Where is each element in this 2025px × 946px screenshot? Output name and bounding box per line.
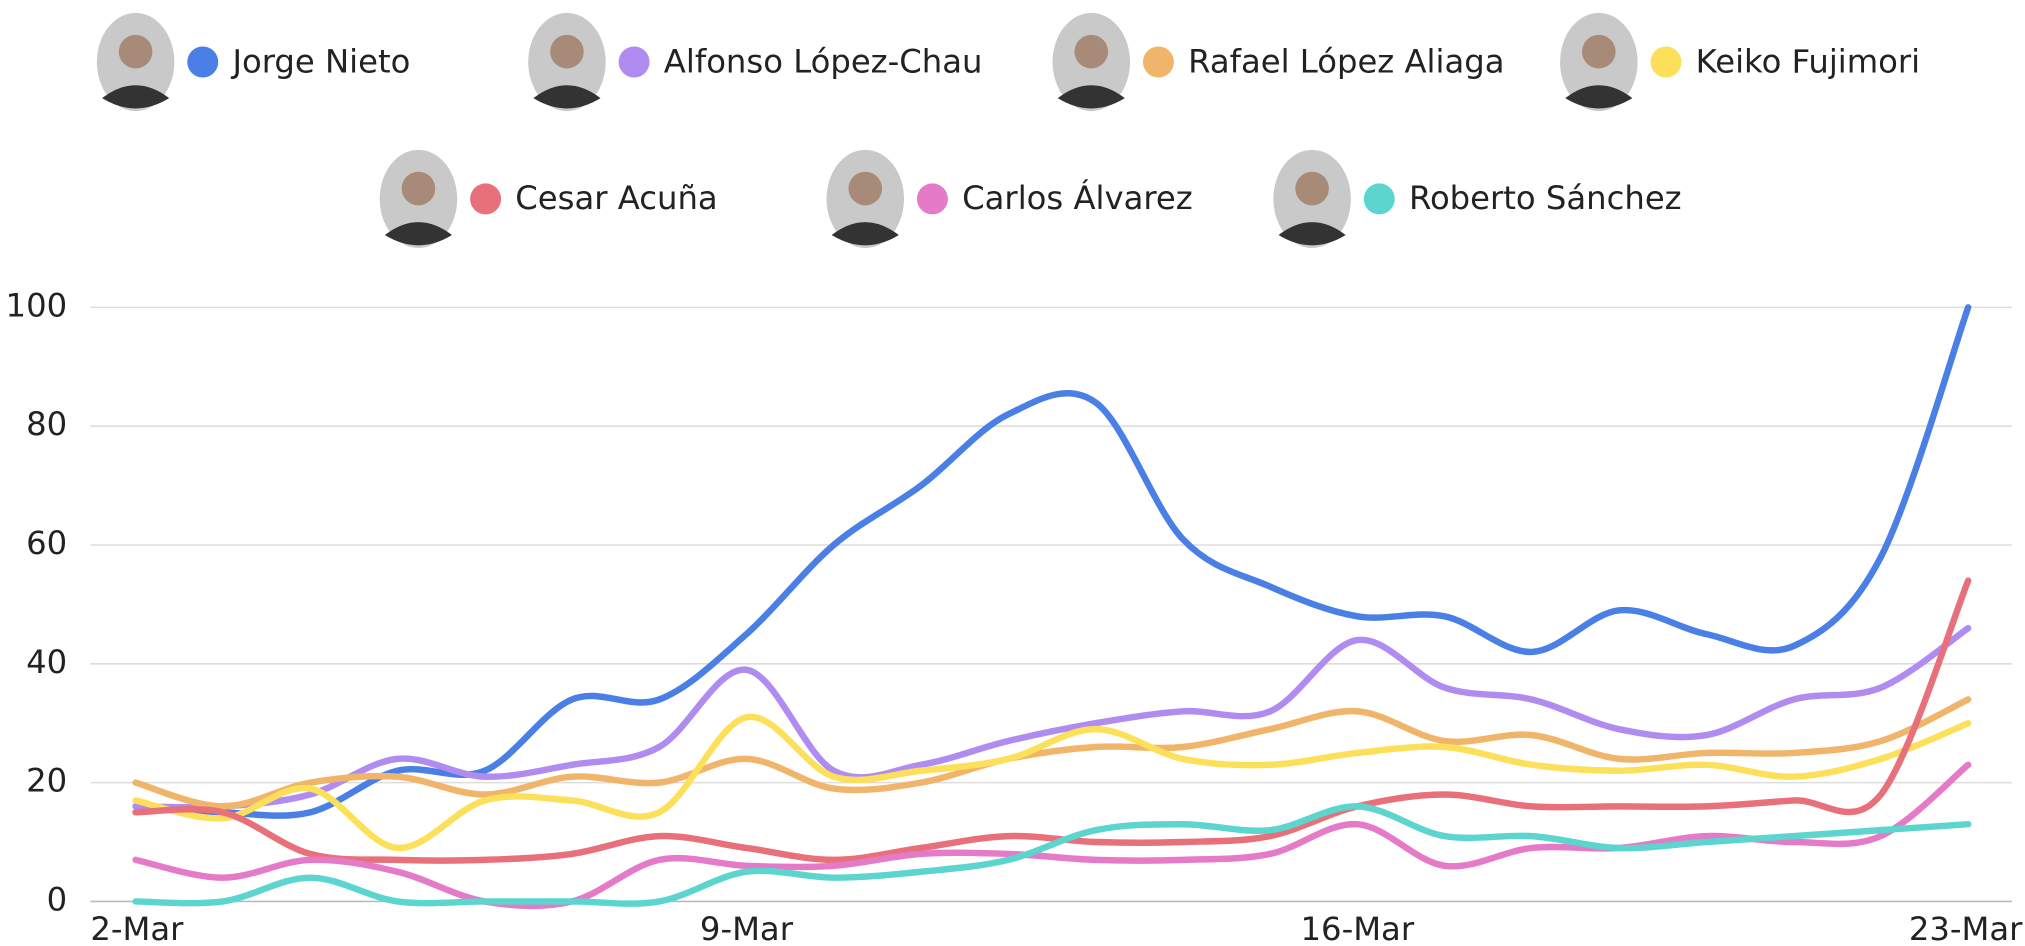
legend-item: Alfonso López-Chau — [528, 13, 982, 111]
y-tick-label: 100 — [6, 286, 68, 324]
line — [136, 581, 1969, 861]
legend-label: Jorge Nieto — [230, 42, 410, 80]
x-tick-label: 9-Mar — [700, 910, 794, 946]
chart: 0 20 40 60 80 100 2-Mar 9-Mar 16-Mar 23-Mar Jorge … — [0, 0, 2025, 946]
legend-item: Keiko Fujimori — [1560, 13, 1920, 111]
y-tick-label: 0 — [47, 880, 68, 918]
avatar-head — [1582, 35, 1616, 69]
legend-marker — [1143, 46, 1174, 77]
legend-marker — [1364, 183, 1395, 214]
y-tick-label: 80 — [26, 405, 67, 443]
legend-marker — [470, 183, 501, 214]
avatar-head — [402, 172, 436, 206]
avatar-head — [848, 172, 882, 206]
x-tick-label: 16-Mar — [1301, 910, 1415, 946]
x-tick-label: 2-Mar — [90, 910, 184, 946]
legend-marker — [619, 46, 650, 77]
legend-label: Rafael López Aliaga — [1188, 42, 1504, 80]
legend-label: Keiko Fujimori — [1696, 42, 1920, 80]
x-tick-label: 23-Mar — [1909, 910, 2023, 946]
page: {"chart_data": {"type": "line", "categor… — [0, 0, 2025, 946]
legend-marker — [1650, 46, 1681, 77]
avatar-head — [1295, 172, 1329, 206]
avatar-head — [119, 35, 153, 69]
y-tick-label: 60 — [26, 524, 67, 562]
legend-marker — [187, 46, 218, 77]
legend-item: Jorge Nieto — [97, 13, 410, 111]
legend-item: Roberto Sánchez — [1273, 150, 1681, 248]
legend-label: Roberto Sánchez — [1409, 179, 1682, 217]
legend-label: Carlos Álvarez — [962, 179, 1193, 217]
legend-item: Cesar Acuña — [380, 150, 718, 248]
legend-label: Cesar Acuña — [515, 179, 717, 217]
legend-marker — [917, 183, 948, 214]
y-tick-label: 40 — [26, 643, 67, 681]
legend-item: Carlos Álvarez — [827, 150, 1193, 248]
avatar-head — [1074, 35, 1108, 69]
legend-item: Rafael López Aliaga — [1053, 13, 1505, 111]
line — [136, 699, 1969, 806]
avatar-head — [550, 35, 584, 69]
y-tick-label: 20 — [26, 762, 67, 800]
legend-label: Alfonso López-Chau — [664, 42, 983, 80]
